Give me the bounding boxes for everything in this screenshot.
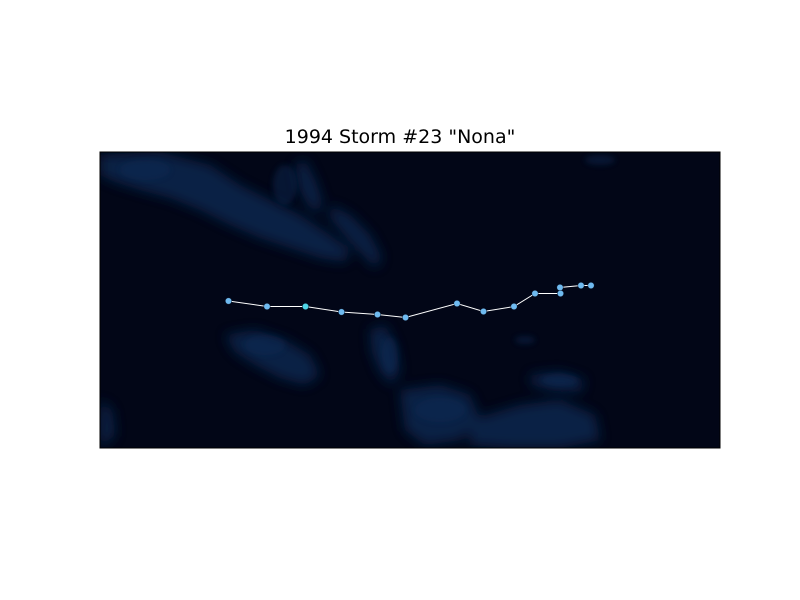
land-korea-japan — [295, 160, 322, 215]
track-point — [453, 300, 461, 307]
track-point — [557, 290, 564, 297]
track-point — [263, 303, 271, 310]
land-west-edge — [100, 400, 115, 448]
land-east-asia — [100, 152, 350, 262]
map-area — [100, 152, 720, 448]
map-title: 1994 Storm #23 "Nona" — [284, 126, 516, 148]
track-point — [402, 314, 409, 321]
track-point — [374, 311, 381, 318]
track-point — [225, 297, 232, 305]
track-point — [302, 303, 309, 310]
track-point — [338, 308, 345, 316]
storm-track — [225, 282, 595, 321]
track-point — [587, 282, 595, 289]
land-japan-islands — [330, 205, 382, 268]
map-frame — [99, 151, 721, 449]
track-point — [510, 303, 518, 310]
track-point — [480, 308, 487, 315]
track-point — [531, 290, 539, 297]
track-point — [577, 282, 585, 289]
track-point — [556, 284, 564, 291]
land-masses — [100, 152, 615, 448]
land-new-guinea — [470, 400, 600, 448]
